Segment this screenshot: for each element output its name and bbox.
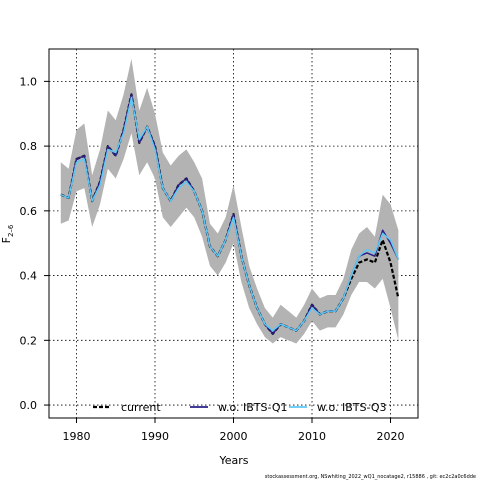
confidence-band-layer — [60, 58, 399, 344]
x-axis-title: Years — [218, 454, 248, 467]
y-tick-label: 0.0 — [20, 399, 38, 412]
footnote: stockassessment.org, NSwhiting_2022_wQ1_… — [265, 474, 476, 480]
legend-label: w.o. IBTS-Q1 — [218, 401, 288, 414]
x-tick-label: 2020 — [377, 430, 405, 443]
series-layer — [60, 93, 400, 335]
y-tick-label: 1.0 — [20, 75, 38, 88]
legend-item-1: current — [93, 401, 161, 414]
legend: current w.o. IBTS-Q1 w.o. IBTS-Q3 — [93, 401, 387, 414]
x-tick-label: 1980 — [62, 430, 90, 443]
legend-item-3: w.o. IBTS-Q3 — [289, 401, 387, 414]
x-tick-label: 2010 — [298, 430, 326, 443]
y-tick-label: 0.6 — [20, 205, 38, 218]
y-axis-title-main: F — [0, 237, 13, 243]
legend-item-2: w.o. IBTS-Q1 — [190, 401, 288, 414]
y-axis-title-subscript: 2–6 — [7, 224, 15, 237]
x-tick-label: 1990 — [141, 430, 169, 443]
confidence-band — [60, 58, 399, 344]
svg-text:F2–6: F2–6 — [0, 224, 15, 243]
y-tick-label: 0.4 — [20, 270, 38, 283]
x-axis: 1980 1990 2000 2010 2020 — [62, 418, 405, 443]
series-line-3 — [60, 96, 400, 332]
legend-label: current — [121, 401, 161, 414]
x-tick-label: 2000 — [220, 430, 248, 443]
y-tick-label: 0.2 — [20, 334, 38, 347]
y-axis-title: F2–6 — [0, 224, 15, 243]
legend-label: w.o. IBTS-Q3 — [317, 401, 387, 414]
y-axis: 0.0 0.2 0.4 0.6 0.8 1.0 — [20, 75, 49, 412]
y-tick-label: 0.8 — [20, 140, 38, 153]
